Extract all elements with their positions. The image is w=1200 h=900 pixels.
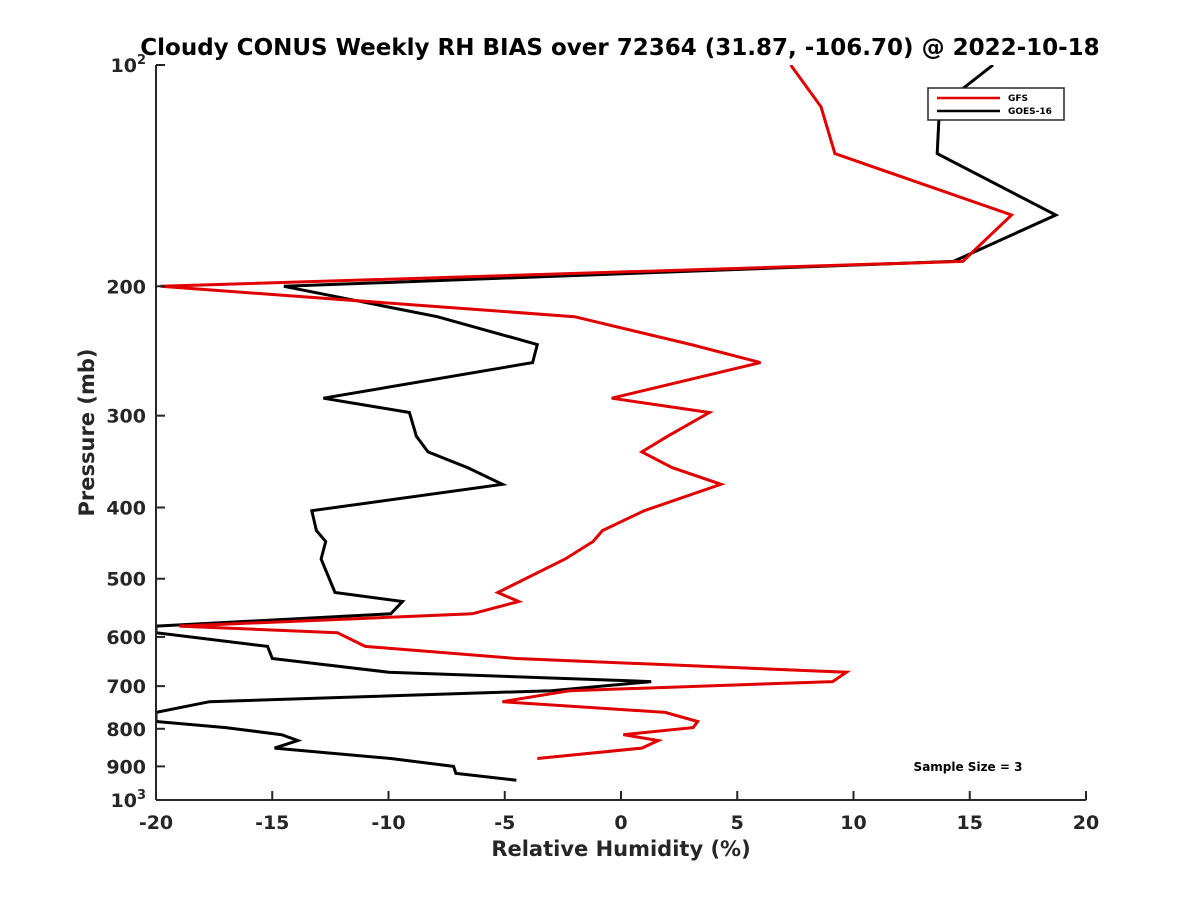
y-tick-label: 900 [106,756,146,778]
chart-title: Cloudy CONUS Weekly RH BIAS over 72364 (… [140,35,1099,61]
y-tick-label: 700 [106,676,146,698]
y-tick-label: 800 [106,719,146,741]
x-axis-label: Relative Humidity (%) [491,837,750,861]
series-line-goes-16 [156,65,1060,782]
y-tick-label: 600 [106,627,146,649]
legend-box [927,87,1065,121]
y-tick-label: 400 [106,498,146,520]
x-tick-label: 20 [1073,812,1099,834]
y-tick-label: 500 [106,569,146,591]
x-tick-label: 0 [614,812,627,834]
sample-size-annotation: Sample Size = 3 [914,760,1023,774]
legend-label-goes-16: GOES-16 [1008,107,1052,117]
x-tick-label: 10 [840,812,866,834]
series-line-gfs [160,65,1015,760]
axes-layer: -20 -15 -10 -5 0 5 10 15 20102200300400500600700… [106,53,1099,834]
legend-label-gfs: GFS [1008,94,1028,104]
y-axis-label: Pressure (mb) [75,349,99,517]
x-tick-label: -15 [255,812,289,834]
series-layer [156,65,1060,782]
x-tick-label: -10 [371,812,405,834]
y-tick-label: 300 [106,406,146,428]
x-tick-label: -20 [139,812,173,834]
y-tick-label: 200 [106,276,146,298]
x-tick-label: 5 [731,812,744,834]
x-tick-label: -5 [494,812,515,834]
legend: GFS GOES-16 [927,87,1065,121]
x-tick-label: 15 [957,812,983,834]
